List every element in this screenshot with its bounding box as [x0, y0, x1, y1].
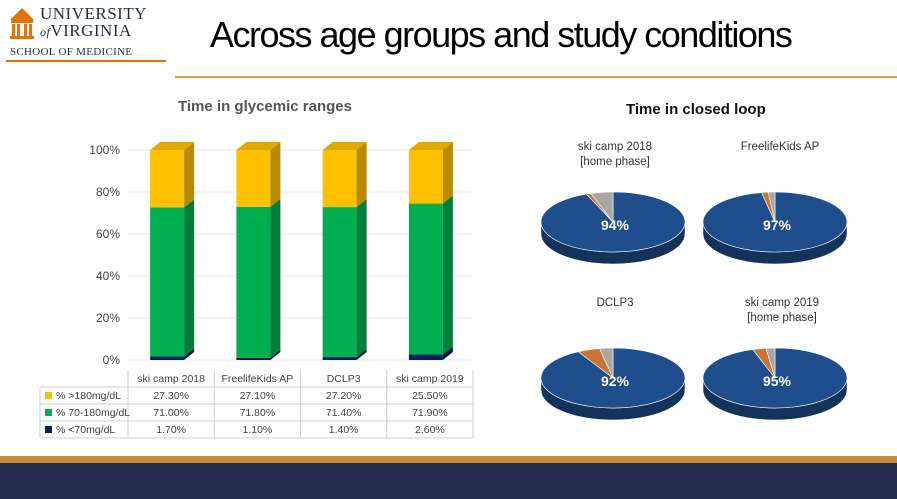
bar-chart-title: Time in glycemic ranges [178, 98, 352, 115]
bar-segment-side [184, 142, 195, 208]
bar-segment-side [184, 199, 195, 357]
logo-school: SCHOOL OF MEDICINE [10, 46, 133, 58]
pie-caption: [home phase] [747, 312, 817, 324]
bar-segment [408, 354, 443, 360]
bar-segment [408, 203, 443, 355]
footer-bar [0, 463, 897, 499]
legend-label: % >180mg/dL [56, 390, 121, 402]
data-table-value: 71.40% [326, 407, 362, 419]
pie-value-label: 97% [763, 217, 792, 233]
data-table-value: 71.00% [153, 407, 189, 419]
legend-label: % 70-180mg/dL [56, 407, 130, 419]
data-table-value: 1.40% [329, 424, 359, 436]
bar-top-face [322, 142, 367, 150]
pie-value-label: 95% [763, 373, 792, 389]
x-category-label: ski camp 2018 [137, 373, 205, 385]
legend-label: % <70mg/dL [56, 424, 115, 436]
bar-segment [236, 150, 271, 207]
y-tick-label: 60% [96, 227, 120, 241]
bar-segment-side [442, 142, 453, 204]
pie-chart-title: Time in closed loop [626, 101, 766, 118]
pie-slice-grey [590, 191, 614, 223]
x-category-label: DCLP3 [327, 373, 361, 385]
y-tick-label: 100% [89, 143, 120, 157]
data-table-value: 27.10% [240, 390, 276, 402]
bar-segment-side [442, 195, 453, 355]
y-tick-label: 40% [96, 269, 120, 283]
bar-segment [322, 207, 357, 358]
footer-accent [0, 456, 897, 463]
x-category-label: FreelifeKids AP [221, 373, 293, 385]
legend-swatch [45, 392, 52, 399]
bar-segment [322, 357, 357, 360]
y-tick-label: 20% [96, 311, 120, 325]
data-table-value: 1.70% [156, 424, 186, 436]
bar-segment-side [184, 348, 195, 360]
bar-segment-side [356, 199, 367, 358]
pie-caption: ski camp 2019 [745, 297, 819, 309]
pie-caption: [home phase] [580, 156, 650, 168]
logo-virginia-text: VIRGINIA [50, 21, 132, 40]
legend-swatch [45, 426, 52, 433]
y-tick-label: 0% [103, 353, 121, 367]
data-table-value: 71.80% [240, 407, 276, 419]
uva-logo: UNIVERSITY ofVIRGINIA SCHOOL OF MEDICINE [6, 4, 166, 62]
bar-segment [150, 150, 185, 208]
y-tick-label: 80% [96, 185, 120, 199]
pie-slice-grey [767, 191, 776, 223]
rotunda-icon [10, 8, 34, 39]
title-underline [175, 76, 897, 78]
data-table-value: 27.30% [153, 390, 189, 402]
logo-rule [6, 60, 166, 62]
bar-segment-side [356, 349, 367, 360]
bar-segment [408, 150, 443, 204]
data-table-value: 25.50% [412, 390, 448, 402]
bar-segment-side [270, 349, 281, 360]
data-table-value: 27.20% [326, 390, 362, 402]
data-table-value: 1.10% [242, 424, 272, 436]
bar-segment [236, 206, 271, 358]
bar-segment [322, 150, 357, 208]
bar-segment-side [270, 142, 281, 207]
bar-segment [150, 207, 185, 357]
data-table-value: 71.90% [412, 407, 448, 419]
pie-caption: DCLP3 [596, 297, 633, 309]
pie-caption: FreelifeKids AP [741, 141, 820, 153]
page-title: Across age groups and study conditions [210, 14, 793, 55]
data-table-value: 2.60% [415, 424, 445, 436]
pie-slice-grey [765, 347, 776, 379]
x-category-label: ski camp 2019 [396, 373, 464, 385]
bar-segment-side [356, 142, 367, 208]
logo-of: of [40, 25, 51, 39]
pie-slice-grey [599, 347, 614, 379]
logo-university: UNIVERSITY [40, 4, 147, 23]
legend-swatch [45, 409, 52, 416]
bar-top-face [236, 142, 281, 150]
bar-segment-side [442, 346, 453, 360]
logo-virginia: ofVIRGINIA [40, 21, 132, 41]
bar-segment-side [270, 198, 281, 358]
pie-caption: ski camp 2018 [578, 141, 652, 153]
bar-segment [236, 357, 271, 360]
pie-value-label: 94% [601, 217, 630, 233]
pie-value-label: 92% [601, 373, 630, 389]
glycemic-bar-chart: 0% 20% 40% 60% 80% 100% ski camp 2018 FreelifeK… [39, 142, 474, 439]
closed-loop-pies: 94% ski camp 2018 [home phase] 97% FreelifeK… [540, 141, 848, 421]
bar-segment [150, 356, 185, 360]
bar-top-face [408, 142, 453, 150]
bar-top-face [150, 142, 195, 150]
